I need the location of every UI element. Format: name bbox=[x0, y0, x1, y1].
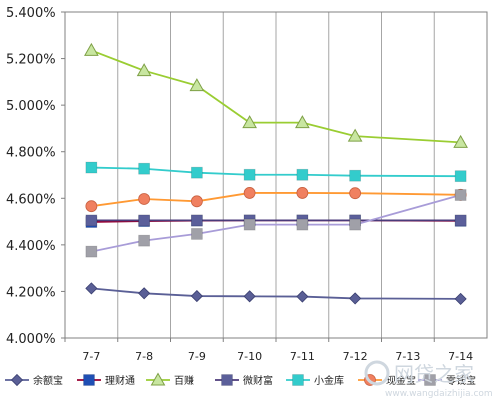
series-markers bbox=[84, 42, 468, 305]
legend-label: 百赚 bbox=[174, 374, 194, 387]
series-point bbox=[349, 187, 362, 200]
legend-label: 理财通 bbox=[105, 374, 135, 387]
series-point bbox=[454, 214, 467, 227]
series-point bbox=[295, 115, 310, 129]
legend-marker bbox=[83, 374, 95, 386]
series-point bbox=[453, 134, 468, 148]
y-tick-label: 5.200% bbox=[6, 53, 56, 68]
series-point bbox=[190, 195, 203, 208]
series-point bbox=[296, 187, 309, 199]
series-point bbox=[138, 234, 151, 247]
y-tick-label: 4.600% bbox=[6, 192, 56, 207]
watermark-url: www.wangdaizhijia.com bbox=[385, 389, 493, 399]
series-point bbox=[296, 168, 309, 181]
y-tick-label: 4.400% bbox=[6, 239, 56, 254]
series-point bbox=[242, 115, 257, 129]
watermark-logo-icon bbox=[364, 360, 390, 386]
legend-label: 零钱宝 bbox=[446, 374, 476, 387]
series-point bbox=[85, 161, 98, 174]
series-point bbox=[190, 290, 203, 303]
series-point bbox=[454, 189, 467, 201]
series-point bbox=[189, 78, 205, 92]
y-tick-label: 4.800% bbox=[6, 146, 56, 161]
series-point bbox=[243, 168, 256, 181]
legend-marker bbox=[221, 374, 233, 386]
y-axis-ticks: 4.000% 4.200% 4.400% 4.600% 4.800% 5.000% 5.20… bbox=[6, 6, 65, 347]
watermark-text: 网贷之家 bbox=[394, 362, 474, 386]
series-point bbox=[85, 200, 98, 213]
x-axis-ticks: 7-7 7-8 7-9 7-10 7-11 7-12 7-13 7-14 bbox=[64, 338, 473, 363]
x-tick-label: 7-14 bbox=[448, 350, 473, 363]
legend-marker bbox=[424, 374, 436, 386]
series-point bbox=[454, 170, 467, 183]
series-point bbox=[85, 214, 98, 227]
legend-marker bbox=[150, 372, 166, 386]
series-point bbox=[190, 228, 203, 240]
series-point bbox=[243, 187, 256, 199]
legend-marker bbox=[292, 374, 304, 386]
watermark: 网贷之家 www.wangdaizhijia.com bbox=[364, 360, 493, 399]
x-tick-label: 7-8 bbox=[135, 350, 153, 363]
y-tick-label: 5.400% bbox=[6, 6, 56, 21]
series-point bbox=[138, 287, 151, 300]
series-point bbox=[349, 292, 362, 305]
x-tick-label: 7-10 bbox=[237, 350, 262, 363]
legend-label: 现金宝 bbox=[386, 374, 416, 387]
legend-label: 微财富 bbox=[243, 374, 273, 387]
series-point bbox=[454, 292, 467, 305]
legend-label: 小金库 bbox=[314, 374, 344, 387]
y-tick-label: 4.200% bbox=[6, 285, 56, 300]
x-tick-label: 7-13 bbox=[395, 350, 420, 363]
x-tick-label: 7-12 bbox=[343, 350, 368, 363]
series-point bbox=[347, 128, 363, 142]
series-point bbox=[138, 193, 151, 205]
series-point bbox=[85, 245, 98, 258]
series-point bbox=[296, 290, 309, 303]
series-point bbox=[349, 218, 362, 231]
series-point bbox=[243, 290, 256, 303]
series-point bbox=[296, 218, 309, 231]
x-tick-label: 7-11 bbox=[290, 350, 315, 363]
series-point bbox=[243, 218, 256, 231]
x-tick-label: 7-7 bbox=[82, 350, 100, 363]
series-point bbox=[84, 42, 99, 56]
series-point bbox=[138, 214, 151, 227]
series-point bbox=[85, 282, 98, 295]
legend-marker bbox=[10, 373, 24, 387]
series-point bbox=[138, 162, 151, 175]
series-point bbox=[190, 214, 203, 227]
legend-label: 余额宝 bbox=[33, 374, 63, 387]
legend: 余额宝 理财通 百赚 微财富 小金库 现金宝 零钱宝 bbox=[5, 372, 476, 387]
series-point bbox=[190, 166, 203, 179]
y-tick-label: 4.000% bbox=[6, 332, 56, 347]
y-tick-label: 5.000% bbox=[6, 99, 56, 114]
series-point bbox=[136, 63, 152, 77]
x-tick-label: 7-9 bbox=[188, 350, 206, 363]
series-point bbox=[349, 169, 362, 182]
